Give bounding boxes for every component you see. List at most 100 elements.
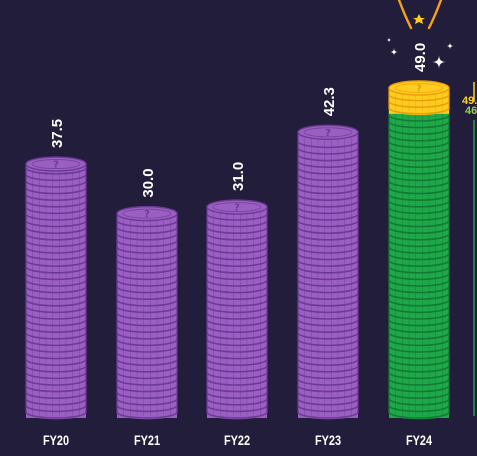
purple-stack-coin-edge	[206, 312, 268, 320]
purple-stack-coin-edge	[116, 339, 178, 347]
green-stack-coin-edge	[388, 207, 450, 215]
purple-stack-coin-edge	[25, 187, 87, 195]
green-stack-coin-edge	[388, 352, 450, 360]
purple-stack-coin-edge	[297, 147, 359, 155]
purple-stack-coin-edge	[206, 292, 268, 300]
purple-stack-coin-edge	[206, 259, 268, 267]
purple-stack-coin-edge	[116, 352, 178, 360]
purple-stack-coin-edge	[297, 167, 359, 175]
purple-stack-coin-edge	[206, 405, 268, 413]
purple-stack-coin-edge	[206, 319, 268, 327]
purple-stack-coin-edge	[297, 332, 359, 340]
green-stack-coin-edge	[388, 160, 450, 168]
purple-stack-coin-edge	[297, 154, 359, 162]
green-stack-coin-edge	[388, 147, 450, 155]
green-stack-coin-edge	[388, 240, 450, 248]
purple-stack-coin-edge	[25, 167, 87, 175]
value-label-fy23: 42.3	[321, 87, 338, 116]
purple-stack-coin-edge	[25, 405, 87, 413]
purple-stack-coin-edge	[116, 253, 178, 261]
purple-stack-coin-edge	[297, 319, 359, 327]
purple-stack-coin-edge	[297, 391, 359, 399]
purple-stack-coin-edge	[116, 292, 178, 300]
purple-stack-coin-edge	[25, 292, 87, 300]
purple-stack-coin-edge	[206, 299, 268, 307]
green-stack-coin-edge	[388, 358, 450, 366]
purple-stack-coin-edge	[116, 259, 178, 267]
purple-stack-coin-edge	[116, 372, 178, 380]
purple-stack-coin-edge	[297, 160, 359, 168]
purple-stack-coin-edge	[25, 378, 87, 386]
purple-stack-coin-edge	[116, 233, 178, 241]
purple-stack-coin-edge	[25, 306, 87, 314]
purple-stack-symbol: ?	[325, 128, 331, 139]
gold-stack-coin-edge	[388, 100, 450, 109]
purple-stack-coin-edge	[206, 253, 268, 261]
gold-stack-coin-edge	[388, 107, 450, 115]
purple-stack-coin-edge	[206, 213, 268, 221]
purple-stack-coin-edge	[297, 207, 359, 215]
purple-stack-coin-edge	[206, 372, 268, 380]
purple-stack-symbol: ?	[144, 209, 150, 220]
purple-stack-coin-edge	[297, 372, 359, 380]
purple-stack-coin-edge	[25, 220, 87, 228]
fy24-side-scale: 49.46	[462, 82, 477, 416]
green-stack-coin-edge	[388, 114, 450, 122]
value-label-fy21: 30.0	[140, 168, 157, 197]
purple-stack-coin-edge	[297, 312, 359, 320]
purple-stack-coin-edge	[206, 378, 268, 386]
purple-stack-coin-edge	[297, 246, 359, 254]
purple-stack-coin-edge	[297, 240, 359, 248]
sparkle-icon	[386, 37, 392, 43]
green-stack-coin-edge	[388, 339, 450, 347]
purple-stack-coin-edge	[297, 141, 359, 149]
purple-stack-coin-edge	[297, 286, 359, 294]
green-stack-coin-edge	[388, 385, 450, 393]
purple-stack-coin-edge	[297, 233, 359, 241]
green-stack-coin-edge	[388, 226, 450, 234]
green-stack-coin-edge	[388, 141, 450, 149]
purple-stack-coin-edge	[25, 240, 87, 248]
green-stack-coin-edge	[388, 372, 450, 380]
green-stack-coin-edge	[388, 233, 450, 241]
side-label-total: 49.	[462, 95, 477, 107]
purple-stack-top-ring	[122, 208, 172, 219]
purple-stack-coin-edge	[297, 213, 359, 221]
purple-stack-coin-edge	[206, 220, 268, 228]
purple-stack-coin-edge	[297, 345, 359, 353]
purple-stack-coin-edge	[25, 319, 87, 327]
green-stack-coin-edge	[388, 187, 450, 195]
purple-stack-coin-edge	[116, 385, 178, 393]
purple-stack-coin-edge	[25, 259, 87, 267]
purple-stack-coin-edge	[116, 246, 178, 254]
green-stack-coin-edge	[388, 398, 450, 406]
gold-stack-symbol: ?	[416, 84, 422, 95]
purple-stack-coin-edge	[25, 345, 87, 353]
purple-stack-coin-edge	[206, 365, 268, 373]
purple-stack-coin-edge	[116, 391, 178, 399]
purple-stack-coin-edge	[297, 339, 359, 347]
purple-stack-coin-edge	[297, 299, 359, 307]
purple-stack-coin-edge	[25, 365, 87, 373]
bar-fy20: ? 37.5 FY20	[25, 119, 87, 448]
purple-stack-coin-edge	[25, 226, 87, 234]
purple-stack-coin-edge	[297, 352, 359, 360]
purple-stack-coin-edge	[25, 174, 87, 182]
green-stack-coin-edge	[388, 286, 450, 294]
purple-stack-coin-edge	[116, 378, 178, 386]
purple-stack-coin-edge	[25, 339, 87, 347]
purple-stack-coin-edge	[297, 266, 359, 274]
purple-stack-top-ring	[303, 127, 353, 138]
green-stack-coin-edge	[388, 246, 450, 254]
purple-stack-top-ring	[31, 159, 81, 170]
purple-stack-coin-edge	[25, 391, 87, 399]
category-label-fy21: FY21	[134, 433, 160, 449]
purple-stack-coin-edge	[25, 358, 87, 366]
green-stack-coin-edge	[388, 127, 450, 135]
purple-stack-coin-edge	[297, 378, 359, 386]
purple-stack-coin-edge	[116, 299, 178, 307]
purple-stack-coin-edge	[25, 332, 87, 340]
purple-stack-coin-edge	[297, 405, 359, 413]
purple-stack-coin-edge	[297, 226, 359, 234]
